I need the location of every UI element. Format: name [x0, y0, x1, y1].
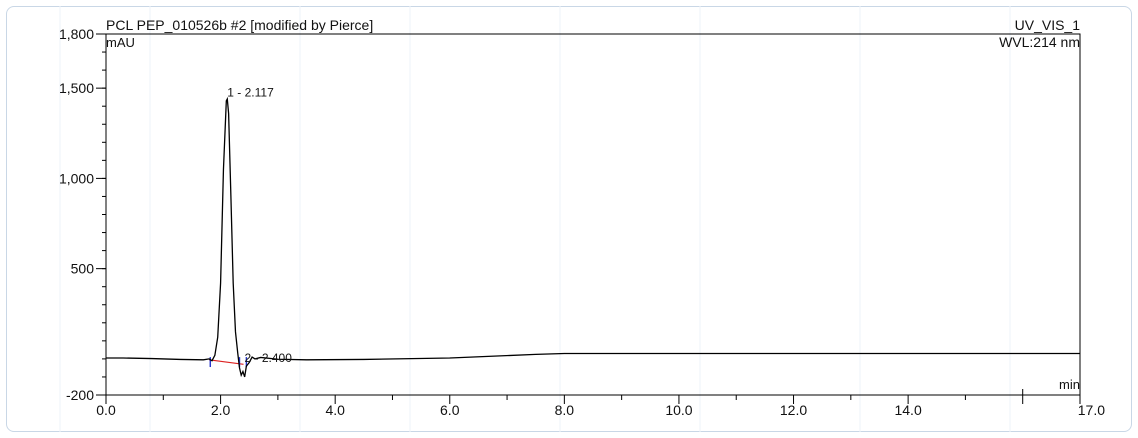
- channel-label: UV_VIS_1: [1015, 17, 1081, 33]
- y-tick-label: 1,000: [59, 170, 94, 186]
- x-axis: 0.0 2.0 4.0 6.0 8.0 10.0 12.0 14.0 17.0: [96, 389, 1105, 418]
- peak-label: 1 - 2.117: [227, 86, 274, 100]
- x-tick-label: 17.0: [1078, 402, 1105, 418]
- x-tick-label: 0.0: [96, 402, 116, 418]
- y-axis: -200 500 1,000 1,500 1,800: [59, 26, 106, 403]
- baseline-marks: [209, 357, 248, 368]
- x-tick-label: 14.0: [894, 402, 921, 418]
- y-tick-label: 1,800: [59, 26, 94, 42]
- x-axis-label: min: [1059, 377, 1080, 392]
- chromatogram-trace: [106, 96, 1080, 378]
- peak-label: 2 - 2.400: [245, 351, 293, 365]
- y-tick-label: -200: [66, 387, 94, 403]
- x-tick-label: 10.0: [665, 402, 692, 418]
- y-tick-label: 500: [71, 261, 95, 277]
- x-tick-label: 8.0: [555, 402, 575, 418]
- y-tick-label: 1,500: [59, 80, 94, 96]
- y-axis-label: mAU: [106, 35, 135, 50]
- background-gridlines: [59, 6, 1011, 432]
- x-tick-label: 12.0: [780, 402, 807, 418]
- wavelength-label: WVL:214 nm: [999, 34, 1080, 50]
- peak-labels: 1 - 2.117 2 - 2.400: [227, 86, 292, 365]
- chart-panel: [6, 6, 1132, 432]
- baseline-line: [209, 359, 244, 365]
- chart-title: PCL PEP_010526b #2 [modified by Pierce]: [106, 17, 373, 33]
- x-tick-label: 4.0: [325, 402, 345, 418]
- x-tick-label: 2.0: [211, 402, 231, 418]
- x-tick-label: 6.0: [440, 402, 460, 418]
